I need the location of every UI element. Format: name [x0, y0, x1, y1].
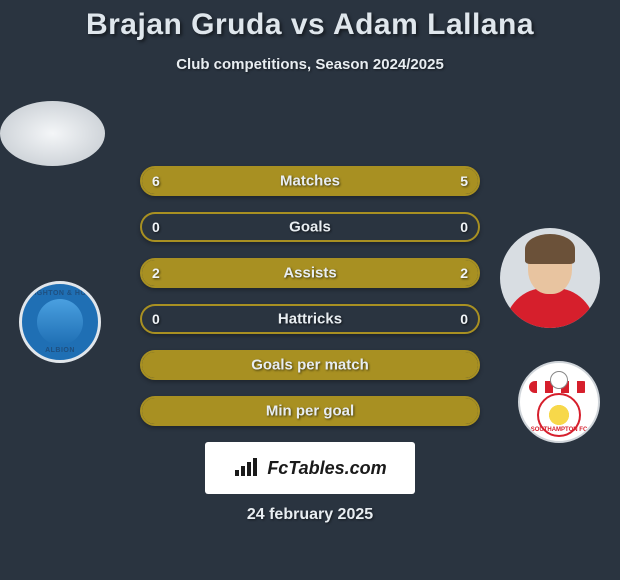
- stat-label: Hattricks: [142, 311, 478, 328]
- stats-list: 65Matches00Goals22Assists00HattricksGoal…: [140, 166, 480, 426]
- stat-row: 0 0Hattricks: [140, 304, 480, 334]
- stat-label: Goals: [142, 219, 478, 236]
- stat-row: Goals per match: [140, 350, 480, 380]
- avatar-hair: [525, 234, 575, 264]
- comparison-card: Brajan Gruda vs Adam Lallana Club compet…: [0, 0, 620, 580]
- stat-value-right: 0: [460, 219, 468, 235]
- stat-value-left: 6: [152, 173, 160, 189]
- stat-row: Min per goal: [140, 396, 480, 426]
- stat-value-left: 2: [152, 265, 160, 281]
- stat-value-left: 0: [152, 219, 160, 235]
- brand-text: FcTables.com: [267, 458, 386, 479]
- club-right-banner: SOUTHAMPTON FC: [520, 427, 598, 433]
- crest-ball-icon: [550, 371, 568, 389]
- stat-label: Assists: [142, 265, 478, 282]
- club-crest-left: BRIGHTON & HOVE ALBION: [19, 281, 101, 363]
- stat-value-right: 5: [460, 173, 468, 189]
- date-label: 24 february 2025: [0, 506, 620, 524]
- club-crest-right: SOUTHAMPTON FC: [518, 361, 600, 443]
- avatar-shirt: [505, 288, 595, 328]
- stat-row: 0 0Goals: [140, 212, 480, 242]
- stat-row: 2 2Assists: [140, 258, 480, 288]
- stat-value-right: 2: [460, 265, 468, 281]
- page-title: Brajan Gruda vs Adam Lallana: [0, 8, 620, 42]
- brand-bars-icon: [233, 458, 261, 478]
- stat-label: Matches: [142, 173, 478, 190]
- player-right-avatar: [500, 228, 600, 328]
- stat-label: Min per goal: [142, 403, 478, 420]
- branding-badge: FcTables.com: [205, 442, 415, 494]
- player-left-avatar: [0, 101, 105, 166]
- main-area: BRIGHTON & HOVE ALBION SOUTHAMPTON FC 6 5…: [0, 101, 620, 524]
- stat-row: 6 5Matches: [140, 166, 480, 196]
- stat-value-right: 0: [460, 311, 468, 327]
- stat-value-left: 0: [152, 311, 160, 327]
- club-left-name-bottom: ALBION: [22, 347, 98, 354]
- club-left-name-top: BRIGHTON & HOVE: [22, 290, 98, 297]
- stat-label: Goals per match: [142, 357, 478, 374]
- subtitle: Club competitions, Season 2024/2025: [0, 56, 620, 73]
